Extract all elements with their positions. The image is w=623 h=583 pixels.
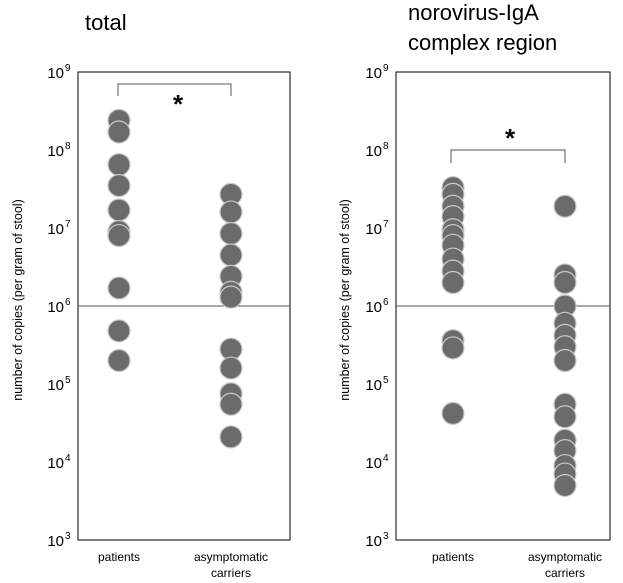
data-points: [441, 175, 577, 498]
category-label-asymptomatic: asymptomatic: [194, 550, 268, 564]
y-tick-label: 10: [47, 143, 64, 160]
y-tick-exponent: 4: [65, 453, 71, 464]
data-point-carriers: [553, 473, 577, 498]
y-tick-label: 10: [365, 221, 382, 238]
category-label-carriers: carriers: [545, 566, 585, 580]
category-label-asymptomatic: asymptomatic: [528, 550, 602, 564]
x-category-labels: patients asymptomatic carriers: [432, 550, 602, 580]
data-point-carriers: [219, 243, 243, 267]
chart-title-line-2: complex region: [408, 30, 557, 55]
category-label-patients: patients: [432, 550, 474, 564]
significance-bracket: *: [450, 123, 566, 163]
data-point-carriers: [553, 270, 577, 295]
data-point-carriers: [553, 405, 577, 429]
y-tick-exponent: 7: [65, 219, 71, 230]
y-tick-label: 10: [365, 143, 382, 160]
data-point-patients: [107, 173, 131, 198]
data-point-patients: [107, 198, 131, 222]
y-tick-exponent: 3: [383, 531, 389, 542]
y-tick-label: 10: [47, 533, 64, 550]
y-tick-exponent: 8: [65, 141, 71, 152]
y-tick-label: 10: [365, 65, 382, 82]
data-point-carriers: [219, 221, 243, 246]
data-point-carriers: [219, 200, 243, 224]
data-point-carriers: [219, 425, 243, 449]
data-point-carriers: [219, 356, 243, 380]
significance-bracket: *: [117, 83, 232, 119]
y-tick-label: 10: [47, 299, 64, 316]
y-axis-label: number of copies (per gram of stool): [11, 199, 25, 400]
data-point-patients: [441, 270, 465, 295]
data-point-carriers: [553, 194, 577, 218]
category-label-patients: patients: [98, 550, 140, 564]
y-tick-label: 10: [47, 65, 64, 82]
x-category-labels: patients asymptomatic carriers: [98, 550, 268, 580]
data-point-patients: [107, 223, 131, 248]
y-tick-label: 10: [47, 221, 64, 238]
data-point-patients: [107, 348, 131, 373]
y-tick-exponent: 8: [383, 141, 389, 152]
chart-panel-norovirus-iga: norovirus-IgA complex region number of c…: [338, 0, 611, 580]
bracket-line: [117, 83, 232, 96]
significance-star: *: [505, 123, 516, 153]
data-point-carriers: [219, 285, 243, 309]
y-tick-exponent: 3: [65, 531, 71, 542]
y-tick-label: 10: [365, 455, 382, 472]
y-tick-label: 10: [47, 455, 64, 472]
category-label-carriers: carriers: [211, 566, 251, 580]
chart-panel-total: total number of copies (per gram of stoo…: [11, 10, 291, 580]
y-axis-label: number of copies (per gram of stool): [338, 199, 352, 400]
y-tick-exponent: 5: [383, 375, 389, 386]
data-point-patients: [441, 401, 465, 425]
y-tick-exponent: 4: [383, 453, 389, 464]
y-tick-exponent: 7: [383, 219, 389, 230]
y-tick-exponent: 6: [383, 297, 389, 308]
data-point-patients: [441, 336, 465, 360]
data-point-patients: [107, 319, 131, 343]
bracket-line: [450, 149, 566, 163]
y-tick-exponent: 5: [65, 375, 71, 386]
chart-title-line-1: norovirus-IgA: [408, 0, 539, 25]
significance-star: *: [173, 89, 184, 119]
chart-title: total: [85, 10, 127, 35]
data-point-patients: [107, 276, 131, 300]
data-point-carriers: [219, 392, 243, 416]
y-tick-exponent: 6: [65, 297, 71, 308]
data-point-carriers: [553, 348, 577, 373]
y-tick-label: 10: [47, 377, 64, 394]
y-tick-label: 10: [365, 299, 382, 316]
y-tick-exponent: 9: [65, 63, 71, 74]
y-tick-exponent: 9: [383, 63, 389, 74]
y-tick-label: 10: [365, 377, 382, 394]
data-point-patients: [107, 152, 131, 177]
data-points: [107, 108, 243, 449]
data-point-patients: [107, 120, 131, 144]
y-tick-label: 10: [365, 533, 382, 550]
